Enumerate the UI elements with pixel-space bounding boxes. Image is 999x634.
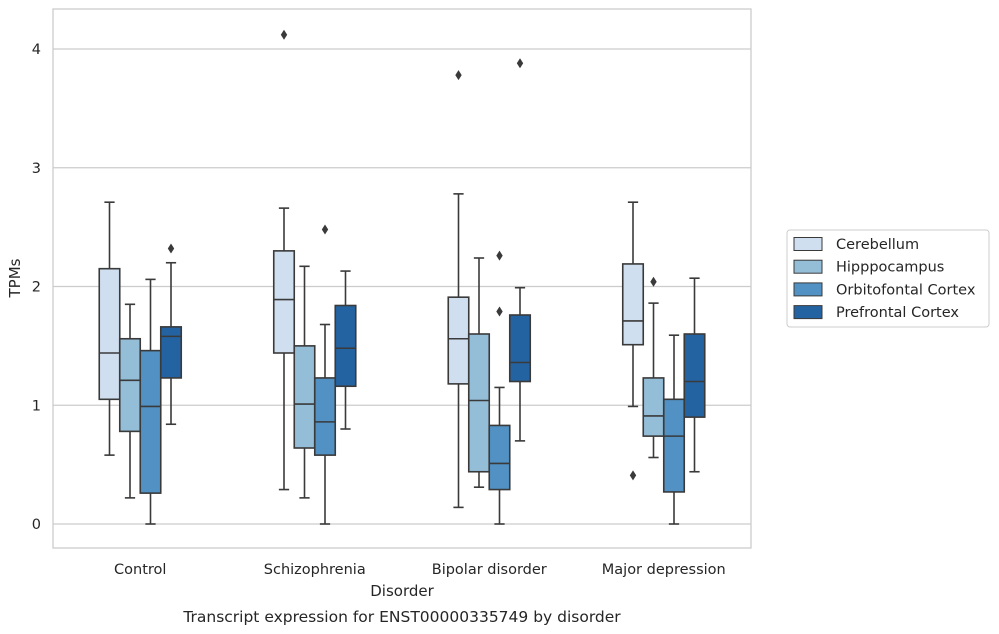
box-plot-item	[118, 303, 142, 499]
x-tick-label: Major depression	[602, 562, 726, 578]
plot-area-frame	[52, 8, 752, 549]
x-axis-label: Disorder	[370, 582, 434, 600]
outlier-point	[629, 470, 637, 481]
chart-caption: Transcript expression for ENST0000033574…	[182, 608, 621, 626]
box-iqr	[447, 296, 470, 385]
y-tick-label: 0	[32, 517, 41, 533]
box-iqr	[313, 377, 337, 456]
box-iqr	[508, 314, 532, 383]
box-iqr	[334, 304, 357, 388]
x-tick-label: Schizophrenia	[264, 562, 366, 578]
legend-swatch	[793, 237, 823, 251]
box-plot-item	[662, 334, 686, 525]
box-iqr	[98, 267, 121, 401]
box-iqr	[118, 337, 142, 433]
box-plot-item	[313, 224, 337, 525]
x-tick-label: Bipolar disorder	[432, 562, 547, 578]
box-plot-item	[683, 277, 706, 473]
y-tick-label: 3	[32, 161, 41, 177]
y-axis-ticks: 0 1 2 3 4	[32, 42, 41, 533]
outlier-point	[167, 243, 175, 254]
legend-label: Cerebellum	[836, 237, 919, 253]
box-plot-item	[467, 257, 491, 488]
y-tick-label: 4	[32, 42, 41, 58]
box-plot-item	[159, 243, 183, 426]
box-plot-item	[98, 201, 121, 456]
box-iqr	[467, 333, 491, 473]
box-plot-item	[621, 201, 645, 481]
legend-label: Prefrontal Cortex	[836, 305, 959, 321]
box-plot-item	[508, 58, 532, 442]
x-axis-ticks: Control Schizophrenia Bipolar disorder Majo…	[114, 562, 726, 578]
legend-swatch	[793, 259, 823, 274]
box-iqr	[139, 349, 162, 494]
box-iqr	[683, 333, 706, 418]
legend-frame	[786, 229, 990, 328]
outlier-point	[496, 250, 503, 261]
box-iqr	[159, 326, 183, 379]
box-plot-item	[139, 278, 162, 525]
box-iqr	[642, 377, 665, 437]
box-plot-item	[334, 270, 357, 430]
y-tick-label: 1	[32, 398, 41, 414]
box-plot-item	[447, 70, 470, 509]
box-iqr	[662, 398, 686, 493]
legend-swatch	[793, 282, 823, 297]
box-plot-item	[642, 276, 665, 459]
x-tick-label: Control	[114, 562, 166, 578]
outlier-point	[455, 70, 462, 81]
legend-swatch	[793, 305, 823, 320]
outlier-point	[280, 29, 288, 40]
box-iqr	[488, 424, 511, 491]
legend-label: Orbitofontal Cortex	[836, 282, 976, 298]
box-series	[98, 29, 706, 525]
outlier-point	[650, 276, 657, 287]
box-plot-item	[488, 250, 511, 525]
box-plot-item	[272, 29, 296, 491]
outlier-point	[496, 306, 503, 317]
outlier-point	[516, 58, 524, 69]
y-axis-label: TPMs	[6, 258, 24, 298]
y-tick-label: 2	[32, 280, 41, 296]
box-iqr	[272, 250, 296, 354]
legend: Cerebellum Hipppocampus Orbitofontal Corte…	[786, 229, 990, 328]
legend-label: Hipppocampus	[836, 260, 944, 276]
box-iqr	[293, 345, 316, 449]
outlier-point	[321, 224, 329, 235]
box-iqr	[621, 263, 645, 346]
